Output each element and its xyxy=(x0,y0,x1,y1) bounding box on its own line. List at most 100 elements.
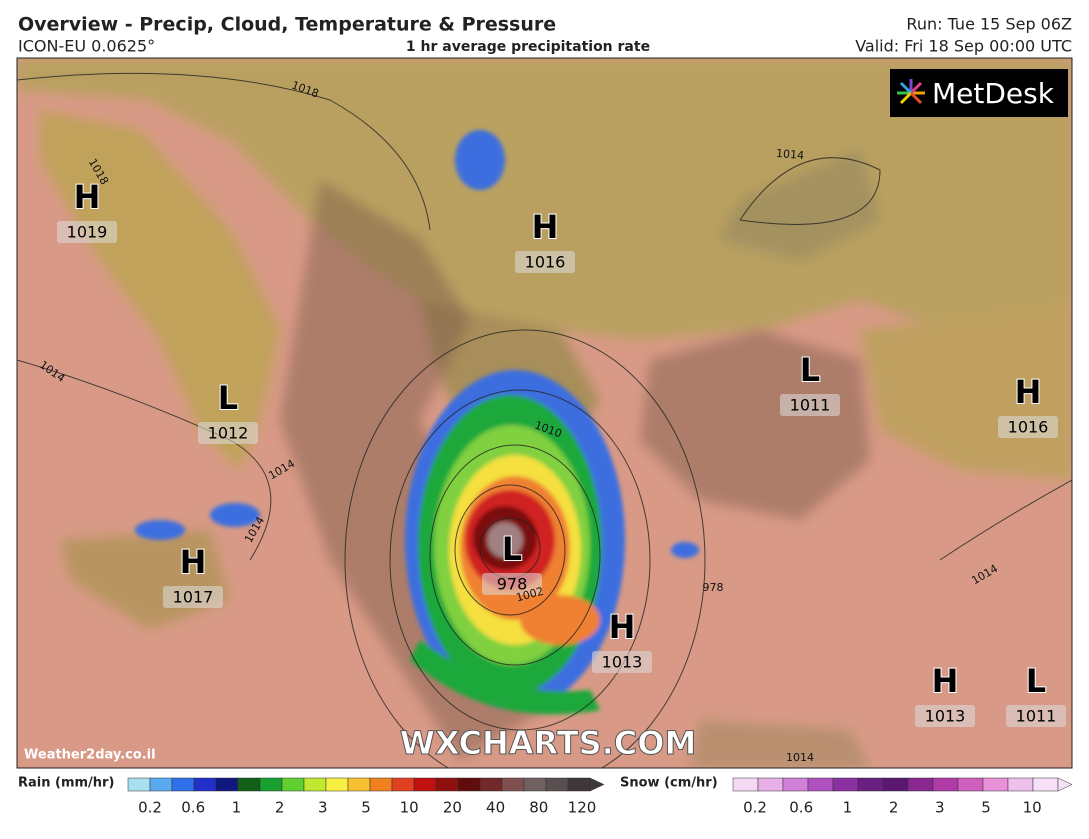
colorbar-tick-label: 2 xyxy=(889,799,899,817)
color-swatch xyxy=(882,777,909,792)
colorbar-tick-label: 0.2 xyxy=(743,799,767,817)
run-time: Run: Tue 15 Sep 06Z xyxy=(906,15,1072,34)
color-swatch xyxy=(932,777,959,792)
pressure-value: 1017 xyxy=(173,588,214,607)
colorbar-tick-label: 80 xyxy=(529,799,548,817)
isobar-label: 978 xyxy=(703,581,724,594)
pressure-type: H xyxy=(609,608,636,646)
color-swatch xyxy=(347,777,371,792)
colorbar-tick-label: 10 xyxy=(1023,799,1042,817)
label-box xyxy=(163,586,223,608)
label-box xyxy=(592,651,652,673)
snow-colorbar: 0.2 0.6 1 2 3 5 10 xyxy=(732,777,1073,817)
pressure-value: 1016 xyxy=(525,253,566,272)
colorbar-tick-label: 1 xyxy=(843,799,853,817)
label-box xyxy=(198,422,258,444)
colorbar-arrow xyxy=(589,777,605,792)
pressure-type: H xyxy=(532,208,559,246)
pressure-type: H xyxy=(74,178,101,216)
color-swatch xyxy=(501,777,525,792)
subtitle: 1 hr average precipitation rate xyxy=(406,39,650,55)
color-swatch xyxy=(567,777,591,792)
colorbar-tick-label: 1 xyxy=(232,799,242,817)
pressure-value: 1011 xyxy=(790,396,831,415)
map-frame xyxy=(16,57,1073,769)
colorbar-tick-label: 3 xyxy=(318,799,328,817)
color-swatch xyxy=(545,777,569,792)
pressure-value: 1012 xyxy=(208,424,249,443)
color-swatch xyxy=(127,777,151,792)
color-swatch xyxy=(782,777,809,792)
pressure-type: L xyxy=(218,379,238,417)
color-swatch xyxy=(237,777,261,792)
valid-time: Valid: Fri 18 Sep 00:00 UTC xyxy=(855,37,1072,56)
colorbar-arrow xyxy=(1057,777,1073,792)
colorbar-tick-label: 20 xyxy=(443,799,462,817)
color-swatch xyxy=(1032,777,1059,792)
label-box xyxy=(1006,705,1066,727)
label-box xyxy=(515,251,575,273)
pressure-type: L xyxy=(502,530,522,568)
colorbar-tick-label: 5 xyxy=(361,799,371,817)
color-swatch xyxy=(732,777,759,792)
pressure-value: 1013 xyxy=(602,653,643,672)
color-swatch xyxy=(479,777,503,792)
logo-text: MetDesk xyxy=(932,77,1055,110)
color-swatch xyxy=(435,777,459,792)
colorbar-tick-label: 0.2 xyxy=(138,799,162,817)
colorbar-tick-label: 40 xyxy=(486,799,505,817)
pressure-type: L xyxy=(1026,662,1046,700)
color-swatch xyxy=(369,777,393,792)
color-swatch xyxy=(907,777,934,792)
label-box xyxy=(780,394,840,416)
color-swatch xyxy=(149,777,173,792)
pressure-centers: H 1019 H 1016 L 1012 L 1011 H 1016 H 1017 L 978 H 1013 H… xyxy=(57,177,1066,727)
color-swatch xyxy=(523,777,547,792)
isobar-label: 1014 xyxy=(776,147,805,162)
color-swatch xyxy=(171,777,195,792)
map xyxy=(17,58,1072,768)
model: ICON-EU 0.0625° xyxy=(18,37,155,56)
watermark: WXCHARTS.COM xyxy=(400,724,697,762)
pressure-value: 1013 xyxy=(925,707,966,726)
logo-icon xyxy=(897,79,925,105)
color-swatch xyxy=(832,777,859,792)
pressure-value: 1011 xyxy=(1016,707,1057,726)
color-swatch xyxy=(259,777,283,792)
color-swatch xyxy=(807,777,834,792)
title: Overview - Precip, Cloud, Temperature & … xyxy=(18,14,556,36)
pressure-value: 978 xyxy=(497,575,528,594)
color-swatch xyxy=(757,777,784,792)
color-swatch xyxy=(281,777,305,792)
rain-colorbar: 0.2 0.6 1 2 3 5 10 20 40 80 120 xyxy=(127,777,605,817)
colorbar-tick-label: 0.6 xyxy=(181,799,205,817)
color-swatch xyxy=(215,777,239,792)
label-box xyxy=(915,705,975,727)
rain-legend-label: Rain (mm/hr) xyxy=(18,776,114,791)
label-box xyxy=(482,573,542,595)
colorbar-tick-label: 3 xyxy=(935,799,945,817)
color-swatch xyxy=(303,777,327,792)
colorbar-tick-label: 10 xyxy=(400,799,419,817)
pressure-type: H xyxy=(1015,373,1042,411)
colorbar-tick-label: 0.6 xyxy=(789,799,813,817)
color-swatch xyxy=(982,777,1009,792)
colorbar-tick-label: 5 xyxy=(981,799,991,817)
color-swatch xyxy=(325,777,349,792)
colorbar-tick-label: 2 xyxy=(275,799,285,817)
label-box xyxy=(998,416,1058,438)
pressure-type: L xyxy=(800,351,820,389)
color-swatch xyxy=(957,777,984,792)
snow-legend-label: Snow (cm/hr) xyxy=(620,776,718,791)
colorbar-tick-label: 120 xyxy=(568,799,597,817)
pressure-value: 1016 xyxy=(1008,418,1049,437)
label-box xyxy=(57,221,117,243)
color-swatch xyxy=(193,777,217,792)
isobar-label: 1014 xyxy=(786,751,814,764)
color-swatch xyxy=(857,777,884,792)
color-swatch xyxy=(391,777,415,792)
color-swatch xyxy=(1007,777,1034,792)
pressure-type: H xyxy=(180,543,207,581)
